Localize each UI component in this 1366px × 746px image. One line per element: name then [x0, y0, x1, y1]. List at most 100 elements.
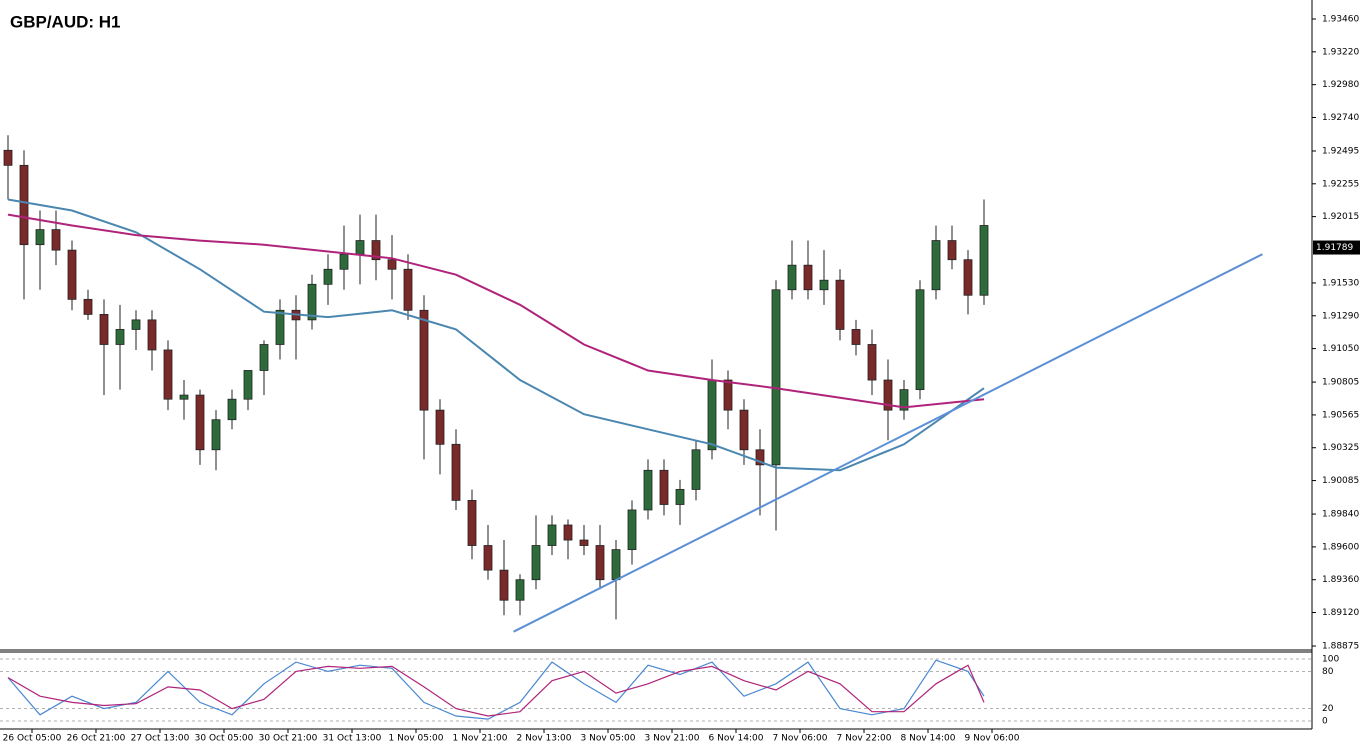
- y-tick-label: 1.92255: [1322, 179, 1359, 189]
- y-tick-label: 1.93460: [1322, 15, 1359, 25]
- candle-body: [803, 264, 813, 291]
- y-tick-label: 1.92495: [1322, 146, 1359, 156]
- x-tick-label: 30 Oct 05:00: [195, 734, 254, 744]
- chart-title: GBP/AUD: H1: [10, 12, 121, 31]
- candle-body: [787, 264, 797, 291]
- candle-body: [643, 469, 653, 511]
- candle-body: [675, 489, 685, 505]
- y-tick-label: 1.93220: [1322, 47, 1359, 57]
- last-price-label: 1.91789: [1316, 243, 1353, 253]
- candle-body: [899, 389, 909, 411]
- candle-body: [451, 443, 461, 501]
- candle-body: [243, 370, 253, 400]
- x-tick-label: 7 Nov 22:00: [837, 734, 892, 744]
- candle-body: [371, 240, 381, 261]
- y-tick-label: 1.91050: [1322, 344, 1359, 354]
- candle-body: [979, 225, 989, 296]
- candle-body: [659, 469, 669, 505]
- y-tick-label: 1.90085: [1322, 476, 1359, 486]
- last-price-box: [1313, 240, 1360, 255]
- candle-body: [595, 545, 605, 581]
- x-tick-label: 8 Nov 14:00: [901, 734, 956, 744]
- candle-body: [147, 319, 157, 351]
- candle-body: [483, 545, 493, 571]
- y-tick-label: 1.92980: [1322, 80, 1359, 90]
- stochastic-line: [7, 664, 985, 717]
- candle-body: [707, 379, 717, 451]
- candle-body: [515, 579, 525, 601]
- moving-average: [7, 198, 985, 472]
- y-tick-label: 1.91530: [1322, 278, 1359, 288]
- stoch-tick-label: 20: [1322, 704, 1334, 714]
- trend-line: [513, 253, 1263, 633]
- x-tick-label: 30 Oct 21:00: [259, 734, 318, 744]
- candle-body: [467, 499, 477, 546]
- y-tick-label: 1.90325: [1322, 443, 1359, 453]
- candle-body: [883, 379, 893, 411]
- y-tick-label: 1.90565: [1322, 410, 1359, 420]
- x-tick-label: 2 Nov 13:00: [517, 734, 572, 744]
- x-tick-label: 7 Nov 06:00: [773, 734, 828, 744]
- x-tick-label: 3 Nov 21:00: [645, 734, 700, 744]
- candle-body: [547, 524, 557, 546]
- candle-body: [83, 298, 93, 315]
- candle-body: [499, 569, 509, 601]
- candle-body: [67, 249, 77, 300]
- x-tick-label: 31 Oct 13:00: [323, 734, 382, 744]
- y-tick-label: 1.89840: [1322, 510, 1359, 520]
- candle-body: [579, 539, 589, 546]
- candle-body: [19, 164, 29, 246]
- candle-body: [851, 329, 861, 345]
- x-tick-label: 27 Oct 13:00: [131, 734, 190, 744]
- candle-body: [947, 240, 957, 261]
- candle-body: [755, 449, 765, 466]
- candle-body: [35, 229, 45, 246]
- x-tick-label: 9 Nov 06:00: [965, 734, 1020, 744]
- candle-body: [179, 394, 189, 400]
- y-tick-label: 1.92015: [1322, 212, 1359, 222]
- candle-body: [259, 344, 269, 371]
- candle-body: [51, 229, 61, 251]
- candle-body: [307, 283, 317, 321]
- candle-body: [963, 259, 973, 296]
- candle-body: [131, 319, 141, 330]
- y-tick-label: 1.91290: [1322, 311, 1359, 321]
- candle-body: [323, 268, 333, 285]
- candle-body: [211, 419, 221, 451]
- candle-body: [531, 545, 541, 581]
- candle-body: [915, 289, 925, 391]
- candle-body: [339, 253, 349, 270]
- y-tick-label: 1.90805: [1322, 378, 1359, 388]
- candle-body: [419, 309, 429, 411]
- candle-body: [227, 398, 237, 421]
- candle-body: [387, 259, 397, 270]
- x-tick-label: 6 Nov 14:00: [709, 734, 764, 744]
- candle-body: [355, 240, 365, 255]
- candle-body: [835, 279, 845, 330]
- candle-body: [3, 149, 13, 166]
- y-tick-label: 1.89360: [1322, 575, 1359, 585]
- candle-body: [611, 549, 621, 581]
- x-tick-label: 26 Oct 05:00: [3, 734, 62, 744]
- candle-body: [771, 289, 781, 466]
- y-tick-label: 1.92740: [1322, 113, 1359, 123]
- x-tick-label: 1 Nov 21:00: [453, 734, 508, 744]
- stochastic-line: [7, 659, 985, 720]
- stoch-tick-label: 80: [1322, 667, 1334, 677]
- y-tick-label: 1.89600: [1322, 542, 1359, 552]
- candle-body: [819, 279, 829, 291]
- candle-body: [931, 240, 941, 291]
- stoch-tick-label: 0: [1322, 717, 1328, 727]
- x-tick-label: 1 Nov 05:00: [389, 734, 444, 744]
- candle-body: [691, 449, 701, 490]
- x-tick-label: 26 Oct 21:00: [67, 734, 126, 744]
- candle-body: [163, 349, 173, 400]
- candle-body: [195, 394, 205, 451]
- candle-body: [563, 524, 573, 541]
- candle-body: [403, 268, 413, 311]
- candle-body: [99, 314, 109, 345]
- moving-average: [7, 213, 985, 409]
- y-tick-label: 1.89120: [1322, 608, 1359, 618]
